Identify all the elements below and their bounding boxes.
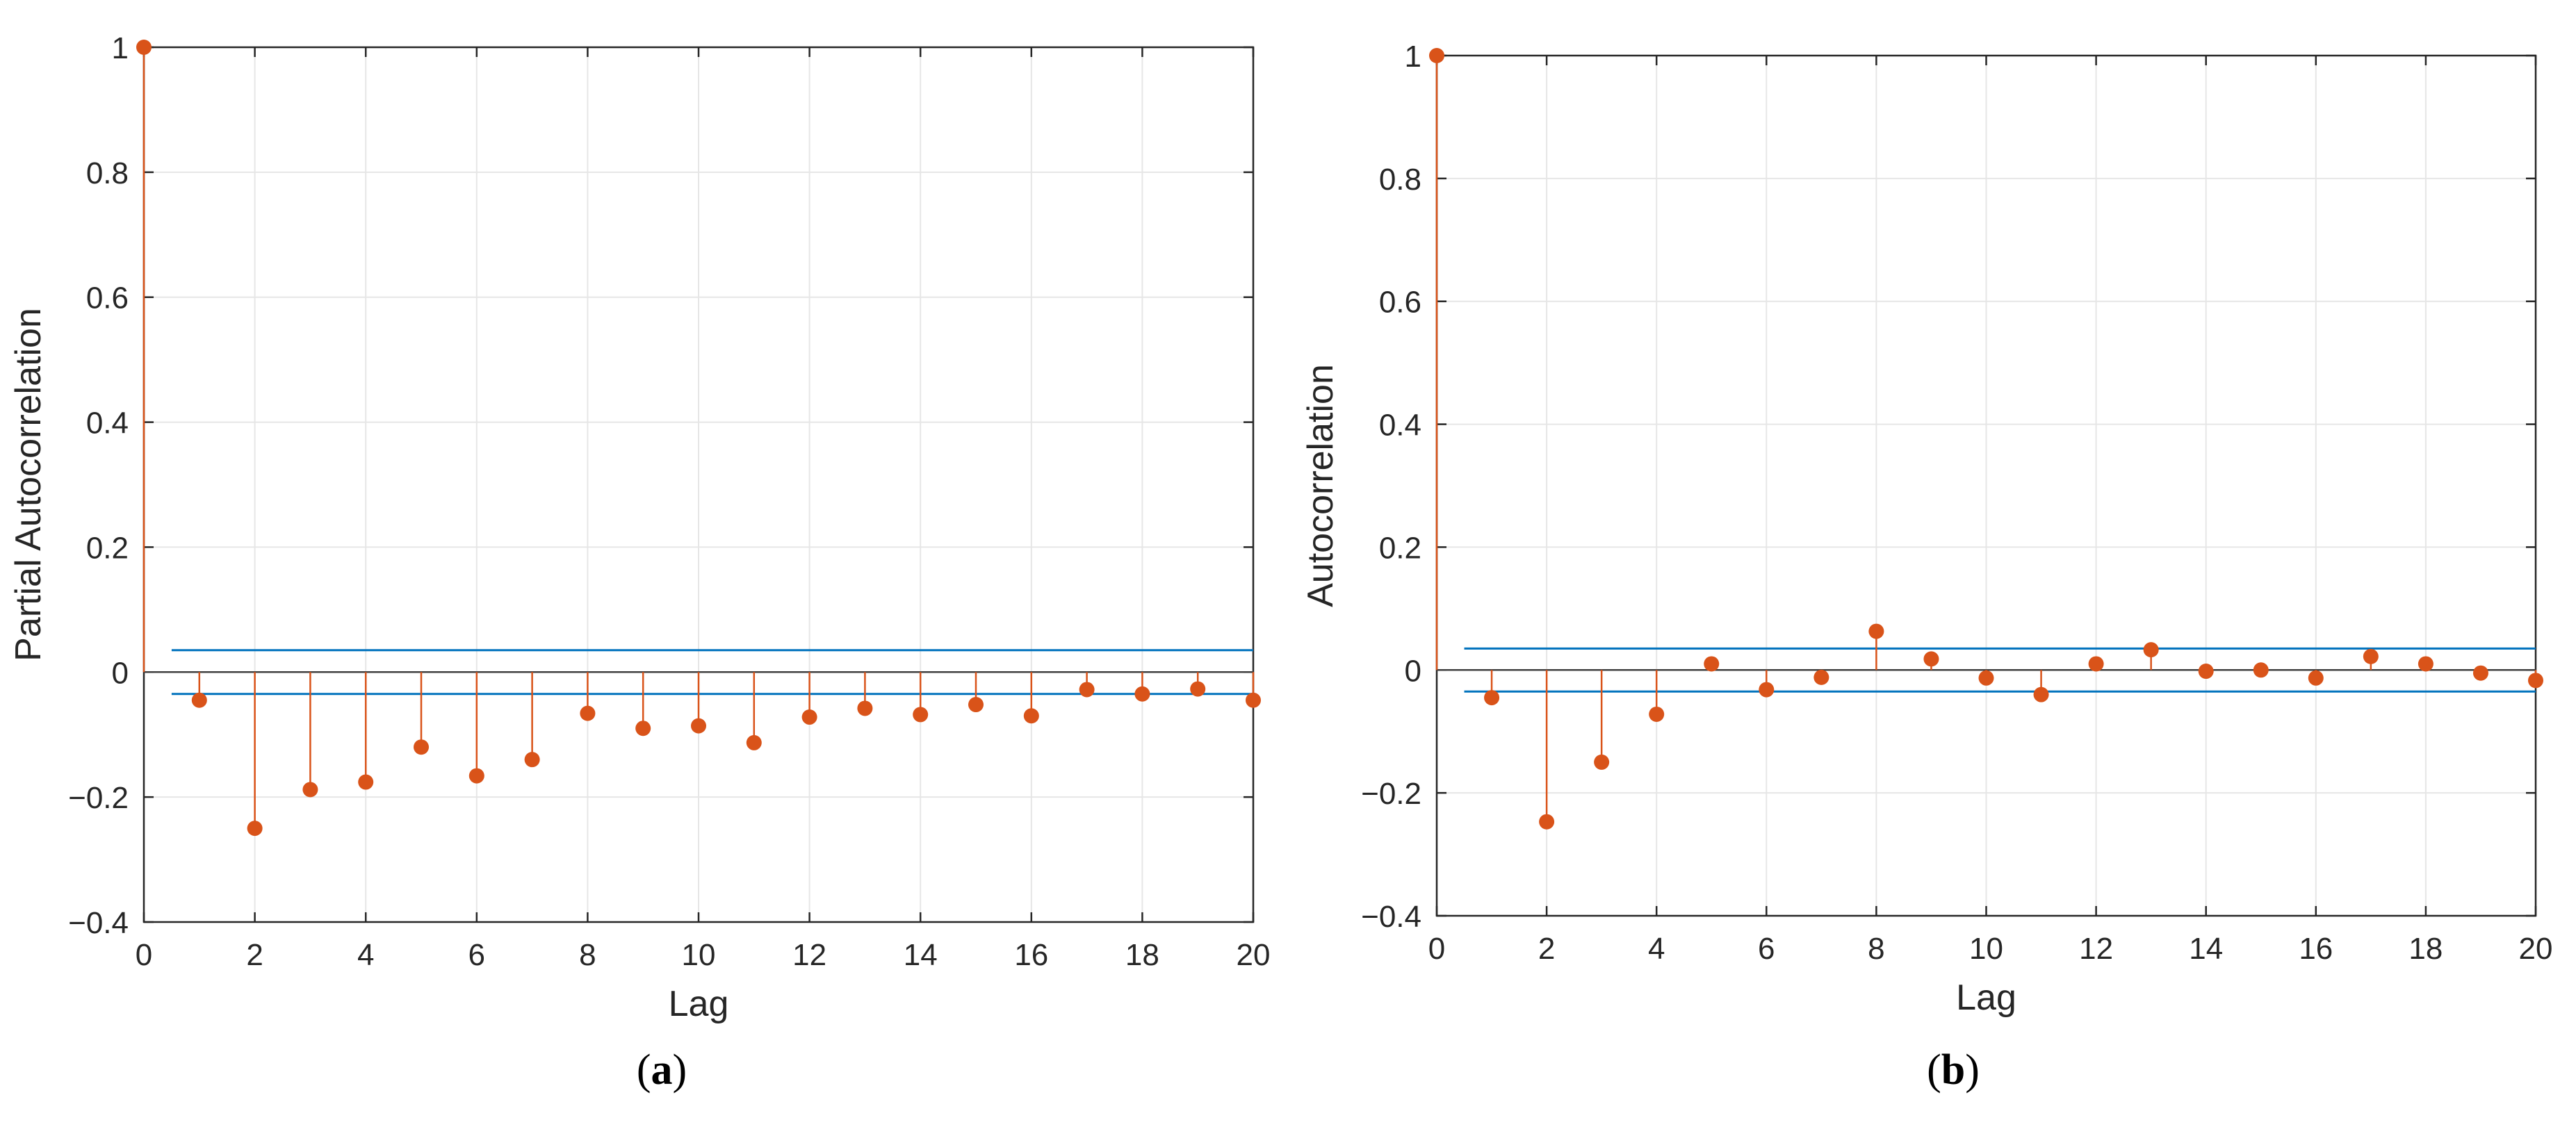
x-tick-label: 14 <box>904 938 938 972</box>
y-tick-label: −0.2 <box>68 781 129 815</box>
y-tick-label: 1 <box>1405 40 1421 74</box>
x-tick-label: 10 <box>1969 932 2003 966</box>
stem-marker <box>1594 754 1610 770</box>
panel-caption: (b) <box>1927 1046 1980 1094</box>
x-tick-label: 0 <box>1428 932 1445 966</box>
caption-open-paren: ( <box>637 1046 651 1094</box>
x-tick-label: 4 <box>1648 932 1665 966</box>
x-tick-label: 2 <box>246 938 263 972</box>
stem-marker <box>580 705 596 721</box>
x-tick-label: 10 <box>682 938 716 972</box>
x-tick-label: 8 <box>1868 932 1884 966</box>
x-axis-label: Lag <box>1956 978 2016 1018</box>
stem-marker <box>2143 642 2159 658</box>
stem-marker <box>1079 682 1095 698</box>
y-tick-label: 0.2 <box>1379 531 1421 565</box>
stem-marker <box>968 697 984 713</box>
stem-marker <box>1923 651 1939 667</box>
x-tick-label: 18 <box>1125 938 1159 972</box>
stem-marker <box>1759 682 1775 698</box>
stem-marker <box>2308 670 2324 686</box>
y-tick-label: 0.6 <box>86 281 129 315</box>
stem-marker <box>857 700 873 716</box>
stem-marker <box>2363 648 2379 664</box>
stem-marker <box>302 782 318 798</box>
stem-marker <box>1978 670 1994 686</box>
stem-marker <box>1868 623 1884 639</box>
caption-letter: a <box>651 1046 673 1094</box>
stem-marker <box>2528 673 2543 689</box>
y-tick-label: −0.2 <box>1361 777 1421 811</box>
stem-marker <box>1704 656 1720 672</box>
x-tick-label: 12 <box>792 938 826 972</box>
x-tick-label: 0 <box>136 938 152 972</box>
stem-marker <box>1539 814 1555 830</box>
stem-marker <box>468 768 484 784</box>
stem-marker <box>2253 662 2269 678</box>
x-tick-label: 16 <box>1014 938 1048 972</box>
y-tick-label: −0.4 <box>1361 900 1421 934</box>
stem-marker <box>247 821 263 837</box>
caption-close-paren: ) <box>673 1046 687 1094</box>
y-tick-label: 0.8 <box>86 156 129 190</box>
y-tick-label: 0.4 <box>1379 409 1421 443</box>
stem-marker <box>1429 48 1444 63</box>
y-tick-label: 0 <box>112 656 129 690</box>
x-tick-label: 2 <box>1538 932 1555 966</box>
stem-marker <box>1023 708 1039 724</box>
stem-marker <box>1134 686 1150 702</box>
x-tick-label: 12 <box>2079 932 2113 966</box>
stem-marker <box>746 734 762 750</box>
x-tick-label: 20 <box>2519 932 2553 966</box>
stem-marker <box>2033 686 2049 702</box>
stem-marker <box>691 718 706 734</box>
x-tick-label: 18 <box>2408 932 2443 966</box>
stem-marker <box>358 774 374 790</box>
x-tick-label: 14 <box>2189 932 2223 966</box>
stem-marker <box>191 692 207 708</box>
stem-marker <box>2088 656 2104 672</box>
stem-marker <box>1484 690 1500 706</box>
stem-marker <box>136 40 152 55</box>
stem-marker <box>414 739 429 755</box>
y-tick-label: −0.4 <box>68 906 129 940</box>
stem-marker <box>524 752 540 768</box>
x-tick-label: 6 <box>468 938 485 972</box>
y-tick-label: 0.8 <box>1379 163 1421 197</box>
stem-marker <box>1813 669 1829 685</box>
caption-close-paren: ) <box>1965 1046 1980 1094</box>
stem-marker <box>2418 656 2434 672</box>
caption-open-paren: ( <box>1927 1046 1941 1094</box>
caption-letter: b <box>1941 1046 1965 1094</box>
stem-marker <box>801 709 817 725</box>
x-axis-label: Lag <box>669 984 729 1024</box>
stem-marker <box>1190 681 1206 697</box>
x-tick-label: 16 <box>2299 932 2333 966</box>
y-tick-label: 0.2 <box>86 531 129 565</box>
y-tick-label: 0 <box>1405 654 1421 688</box>
stem-marker <box>1246 692 1261 708</box>
chart-panel-b: 0 2 4 6 8 10 12 14 16 18 20 −0.4 −0.2 0 0.2 0.4 0.6 0.8 1 L… <box>1301 40 2552 1094</box>
y-axis-label: Partial Autocorrelation <box>8 308 49 661</box>
stem-marker <box>2198 664 2214 680</box>
y-axis-label: Autocorrelation <box>1301 364 1341 607</box>
panel-caption: (a) <box>637 1046 687 1094</box>
y-tick-label: 1 <box>112 31 129 65</box>
chart-panel-a: 0 2 4 6 8 10 12 14 16 18 20 −0.4 −0.2 0 0.2 0.4 0.6 0.8 1 L… <box>8 31 1270 1094</box>
y-tick-label: 0.6 <box>1379 286 1421 320</box>
stem-marker <box>2472 665 2488 681</box>
x-tick-label: 20 <box>1237 938 1271 972</box>
x-tick-label: 4 <box>357 938 374 972</box>
x-tick-label: 8 <box>579 938 596 972</box>
stem-marker <box>913 707 929 723</box>
x-tick-label: 6 <box>1758 932 1775 966</box>
stem-marker <box>635 721 651 737</box>
y-tick-label: 0.4 <box>86 406 129 441</box>
stem-marker <box>1649 706 1665 722</box>
